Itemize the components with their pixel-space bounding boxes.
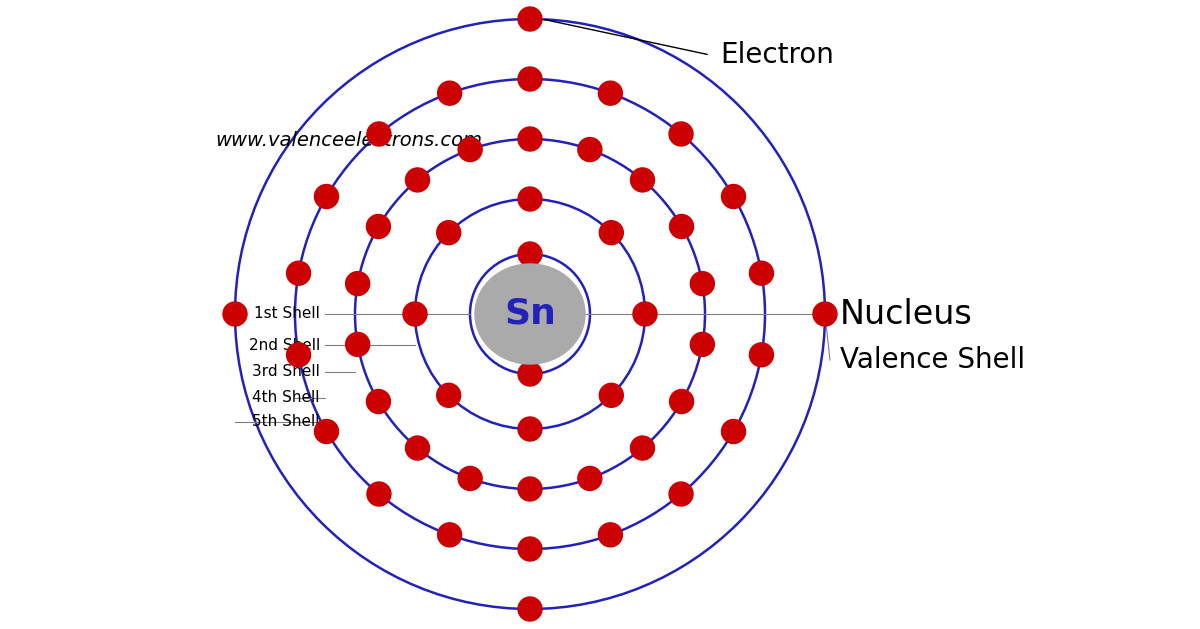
Circle shape bbox=[458, 467, 482, 491]
Circle shape bbox=[518, 417, 542, 441]
Circle shape bbox=[346, 332, 370, 357]
Circle shape bbox=[367, 482, 391, 506]
Circle shape bbox=[314, 184, 338, 208]
Circle shape bbox=[630, 168, 654, 192]
Circle shape bbox=[437, 383, 461, 408]
Text: www.valenceelectrons.com: www.valenceelectrons.com bbox=[215, 130, 482, 150]
Circle shape bbox=[287, 343, 311, 367]
Circle shape bbox=[403, 302, 427, 326]
Circle shape bbox=[518, 597, 542, 621]
Circle shape bbox=[223, 302, 247, 326]
Circle shape bbox=[518, 187, 542, 211]
Circle shape bbox=[634, 302, 658, 326]
Circle shape bbox=[346, 272, 370, 296]
Circle shape bbox=[366, 389, 390, 413]
Text: 4th Shell: 4th Shell bbox=[252, 391, 320, 406]
Circle shape bbox=[367, 122, 391, 146]
Text: 5th Shell: 5th Shell bbox=[252, 415, 320, 430]
Circle shape bbox=[599, 523, 623, 547]
Circle shape bbox=[438, 81, 462, 105]
Circle shape bbox=[670, 214, 694, 238]
Circle shape bbox=[458, 138, 482, 162]
Circle shape bbox=[690, 332, 714, 357]
Circle shape bbox=[670, 482, 694, 506]
Circle shape bbox=[578, 467, 602, 491]
Circle shape bbox=[670, 389, 694, 413]
Circle shape bbox=[518, 7, 542, 31]
Circle shape bbox=[287, 261, 311, 285]
Circle shape bbox=[630, 436, 654, 460]
Ellipse shape bbox=[475, 264, 586, 364]
Circle shape bbox=[599, 221, 623, 245]
Circle shape bbox=[670, 122, 694, 146]
Circle shape bbox=[750, 343, 774, 367]
Circle shape bbox=[438, 523, 462, 547]
Circle shape bbox=[721, 184, 745, 208]
Circle shape bbox=[578, 138, 602, 162]
Text: 2nd Shell: 2nd Shell bbox=[248, 338, 320, 352]
Circle shape bbox=[518, 362, 542, 386]
Circle shape bbox=[518, 67, 542, 91]
Circle shape bbox=[518, 477, 542, 501]
Circle shape bbox=[518, 537, 542, 561]
Circle shape bbox=[721, 420, 745, 443]
Circle shape bbox=[750, 261, 774, 285]
Circle shape bbox=[366, 214, 390, 238]
Circle shape bbox=[814, 302, 838, 326]
Circle shape bbox=[314, 420, 338, 443]
Text: Nucleus: Nucleus bbox=[840, 298, 973, 330]
Circle shape bbox=[599, 81, 623, 105]
Circle shape bbox=[518, 242, 542, 266]
Circle shape bbox=[437, 221, 461, 245]
Text: 1st Shell: 1st Shell bbox=[254, 306, 320, 321]
Circle shape bbox=[599, 383, 623, 408]
Circle shape bbox=[690, 272, 714, 296]
Text: Electron: Electron bbox=[720, 41, 834, 69]
Text: Valence Shell: Valence Shell bbox=[840, 346, 1025, 374]
Circle shape bbox=[406, 436, 430, 460]
Circle shape bbox=[518, 127, 542, 151]
Text: 3rd Shell: 3rd Shell bbox=[252, 364, 320, 379]
Text: Sn: Sn bbox=[504, 297, 556, 331]
Circle shape bbox=[406, 168, 430, 192]
